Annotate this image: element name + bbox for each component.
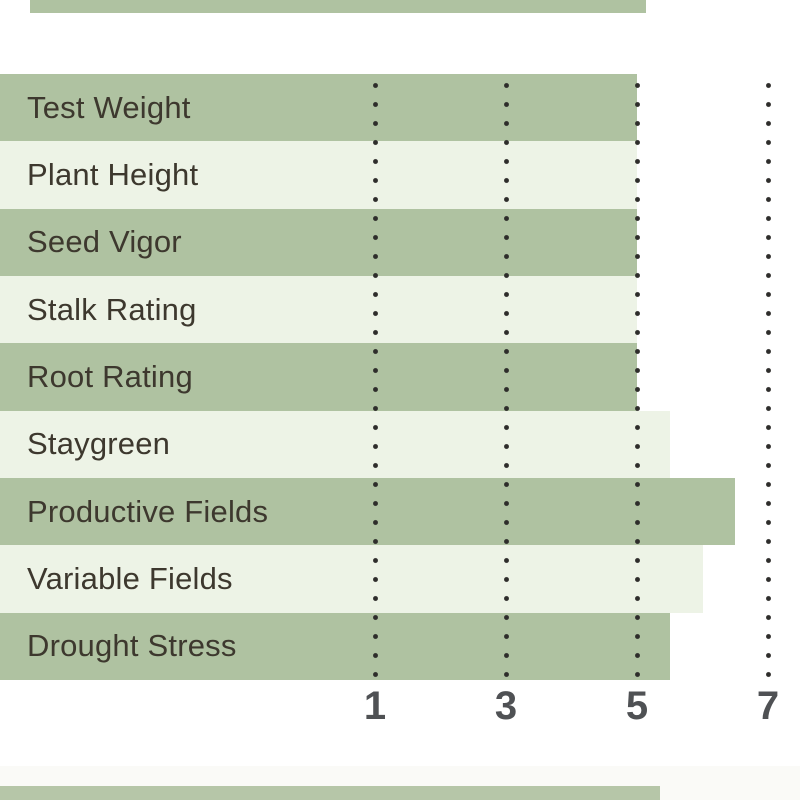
rating-row: Productive Fields [0,477,736,546]
rating-row-label: Staygreen [27,426,171,462]
rating-row: Root Rating [0,343,637,411]
rating-row: Plant Height [0,141,637,209]
rating-row-label: Test Weight [27,89,191,125]
rating-row-label: Seed Vigor [27,224,182,260]
x-axis-tick-label: 5 [625,684,649,728]
rating-row: Staygreen [0,410,670,478]
rating-row-label: Productive Fields [27,493,269,529]
x-axis-tick-label: 1 [363,684,387,728]
dotted-gridline [634,76,640,680]
rating-row: Drought Stress [0,612,670,680]
dotted-gridline [372,76,378,680]
rating-row-label: Stalk Rating [27,291,197,327]
rating-row: Stalk Rating [0,275,637,344]
x-axis-tick-label: 7 [756,684,780,728]
rating-row-label: Plant Height [27,156,199,192]
rating-row-label: Root Rating [27,358,193,394]
cropped-row-top [30,0,646,13]
rating-row: Test Weight [0,74,637,142]
x-axis-tick-label: 3 [494,684,518,728]
rating-row: Seed Vigor [0,208,637,276]
rating-row-label: Drought Stress [27,628,237,664]
chart-rows: Test Weight Plant Height Seed Vigor Stalk R… [0,74,800,680]
rating-row-label: Variable Fields [27,560,233,596]
cropped-row-bottom [0,786,660,800]
dotted-gridline [503,76,509,680]
dotted-gridline [765,76,771,680]
rating-row: Variable Fields [0,545,703,613]
